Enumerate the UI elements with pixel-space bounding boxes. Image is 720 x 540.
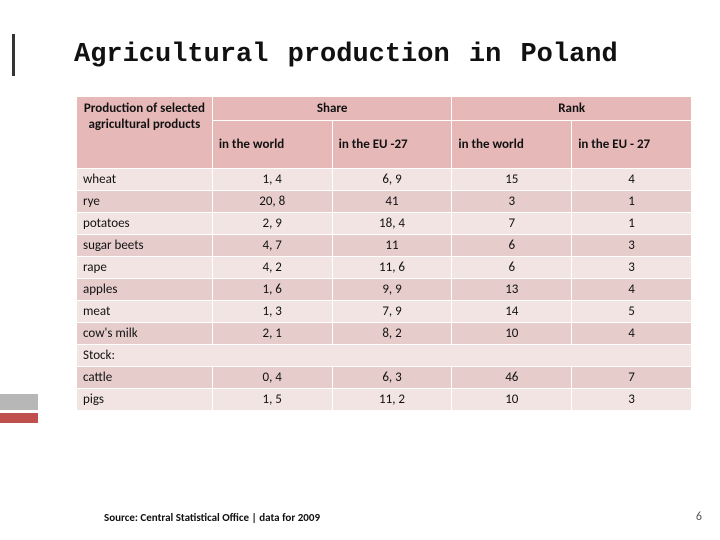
cell-rank-eu27: 3 [572, 389, 692, 411]
production-table: Production of selected agricultural prod… [76, 96, 692, 411]
cell-rank-eu27: 7 [572, 367, 692, 389]
row-header: Production of selected agricultural prod… [77, 97, 213, 169]
table-row: cattle0, 46, 3467 [77, 367, 692, 389]
cell-share-eu27: 6, 3 [332, 367, 452, 389]
cell-share-eu27: 8, 2 [332, 323, 452, 345]
cell-rank-world: 6 [452, 235, 572, 257]
cell-share-world: 1, 5 [212, 389, 332, 411]
cell-share-world: 4, 2 [212, 257, 332, 279]
side-decoration [0, 394, 38, 423]
row-label: apples [77, 279, 213, 301]
cell-share-world: 2, 1 [212, 323, 332, 345]
sub-header: in the world [212, 121, 332, 169]
cell-share-eu27: 6, 9 [332, 169, 452, 191]
cell-share-eu27: 7, 9 [332, 301, 452, 323]
row-label: potatoes [77, 213, 213, 235]
row-label: cattle [77, 367, 213, 389]
cell-rank-eu27: 1 [572, 191, 692, 213]
group-header-share: Share [212, 97, 452, 121]
cell-rank-world: 10 [452, 323, 572, 345]
row-label: cow's milk [77, 323, 213, 345]
source-note: Source: Central Statistical Office | dat… [104, 511, 320, 524]
table: Production of selected agricultural prod… [76, 96, 692, 411]
title-accent-bar [12, 34, 15, 76]
row-label: rape [77, 257, 213, 279]
sub-header: in the world [452, 121, 572, 169]
table-row: meat1, 37, 9145 [77, 301, 692, 323]
cell-rank-eu27: 4 [572, 169, 692, 191]
cell-rank-eu27: 3 [572, 235, 692, 257]
table-row: cow's milk2, 18, 2104 [77, 323, 692, 345]
row-label: wheat [77, 169, 213, 191]
table-row: potatoes2, 918, 471 [77, 213, 692, 235]
cell-rank-world: 10 [452, 389, 572, 411]
cell-rank-world: 6 [452, 257, 572, 279]
cell-rank-world: 14 [452, 301, 572, 323]
cell-share-eu27: 11, 6 [332, 257, 452, 279]
sub-header: in the EU - 27 [572, 121, 692, 169]
table-row: sugar beets4, 71163 [77, 235, 692, 257]
cell-share-eu27: 18, 4 [332, 213, 452, 235]
section-label: Stock: [77, 345, 692, 367]
deco-gray-block [0, 394, 38, 410]
cell-rank-world: 13 [452, 279, 572, 301]
sub-header: in the EU -27 [332, 121, 452, 169]
table-row: rye20, 84131 [77, 191, 692, 213]
slide: Agricultural production in Poland Produc… [0, 0, 720, 540]
cell-share-eu27: 11, 2 [332, 389, 452, 411]
cell-share-world: 1, 3 [212, 301, 332, 323]
table-row: apples1, 69, 9134 [77, 279, 692, 301]
row-label: sugar beets [77, 235, 213, 257]
cell-share-world: 1, 4 [212, 169, 332, 191]
page-number: 6 [696, 510, 702, 524]
cell-rank-eu27: 3 [572, 257, 692, 279]
cell-share-world: 2, 9 [212, 213, 332, 235]
cell-share-world: 1, 6 [212, 279, 332, 301]
table-row: pigs1, 511, 2103 [77, 389, 692, 411]
cell-share-eu27: 41 [332, 191, 452, 213]
table-row: wheat1, 46, 9154 [77, 169, 692, 191]
deco-red-block [0, 413, 38, 423]
cell-share-world: 20, 8 [212, 191, 332, 213]
cell-rank-world: 46 [452, 367, 572, 389]
row-label: pigs [77, 389, 213, 411]
table-row: Stock: [77, 345, 692, 367]
group-header-rank: Rank [452, 97, 692, 121]
cell-rank-world: 15 [452, 169, 572, 191]
cell-share-eu27: 9, 9 [332, 279, 452, 301]
cell-rank-world: 3 [452, 191, 572, 213]
page-title: Agricultural production in Poland [74, 40, 618, 70]
row-label: meat [77, 301, 213, 323]
table-row: rape4, 211, 663 [77, 257, 692, 279]
row-label: rye [77, 191, 213, 213]
cell-share-eu27: 11 [332, 235, 452, 257]
cell-rank-eu27: 1 [572, 213, 692, 235]
cell-share-world: 4, 7 [212, 235, 332, 257]
cell-share-world: 0, 4 [212, 367, 332, 389]
cell-rank-eu27: 4 [572, 279, 692, 301]
cell-rank-world: 7 [452, 213, 572, 235]
cell-rank-eu27: 4 [572, 323, 692, 345]
cell-rank-eu27: 5 [572, 301, 692, 323]
